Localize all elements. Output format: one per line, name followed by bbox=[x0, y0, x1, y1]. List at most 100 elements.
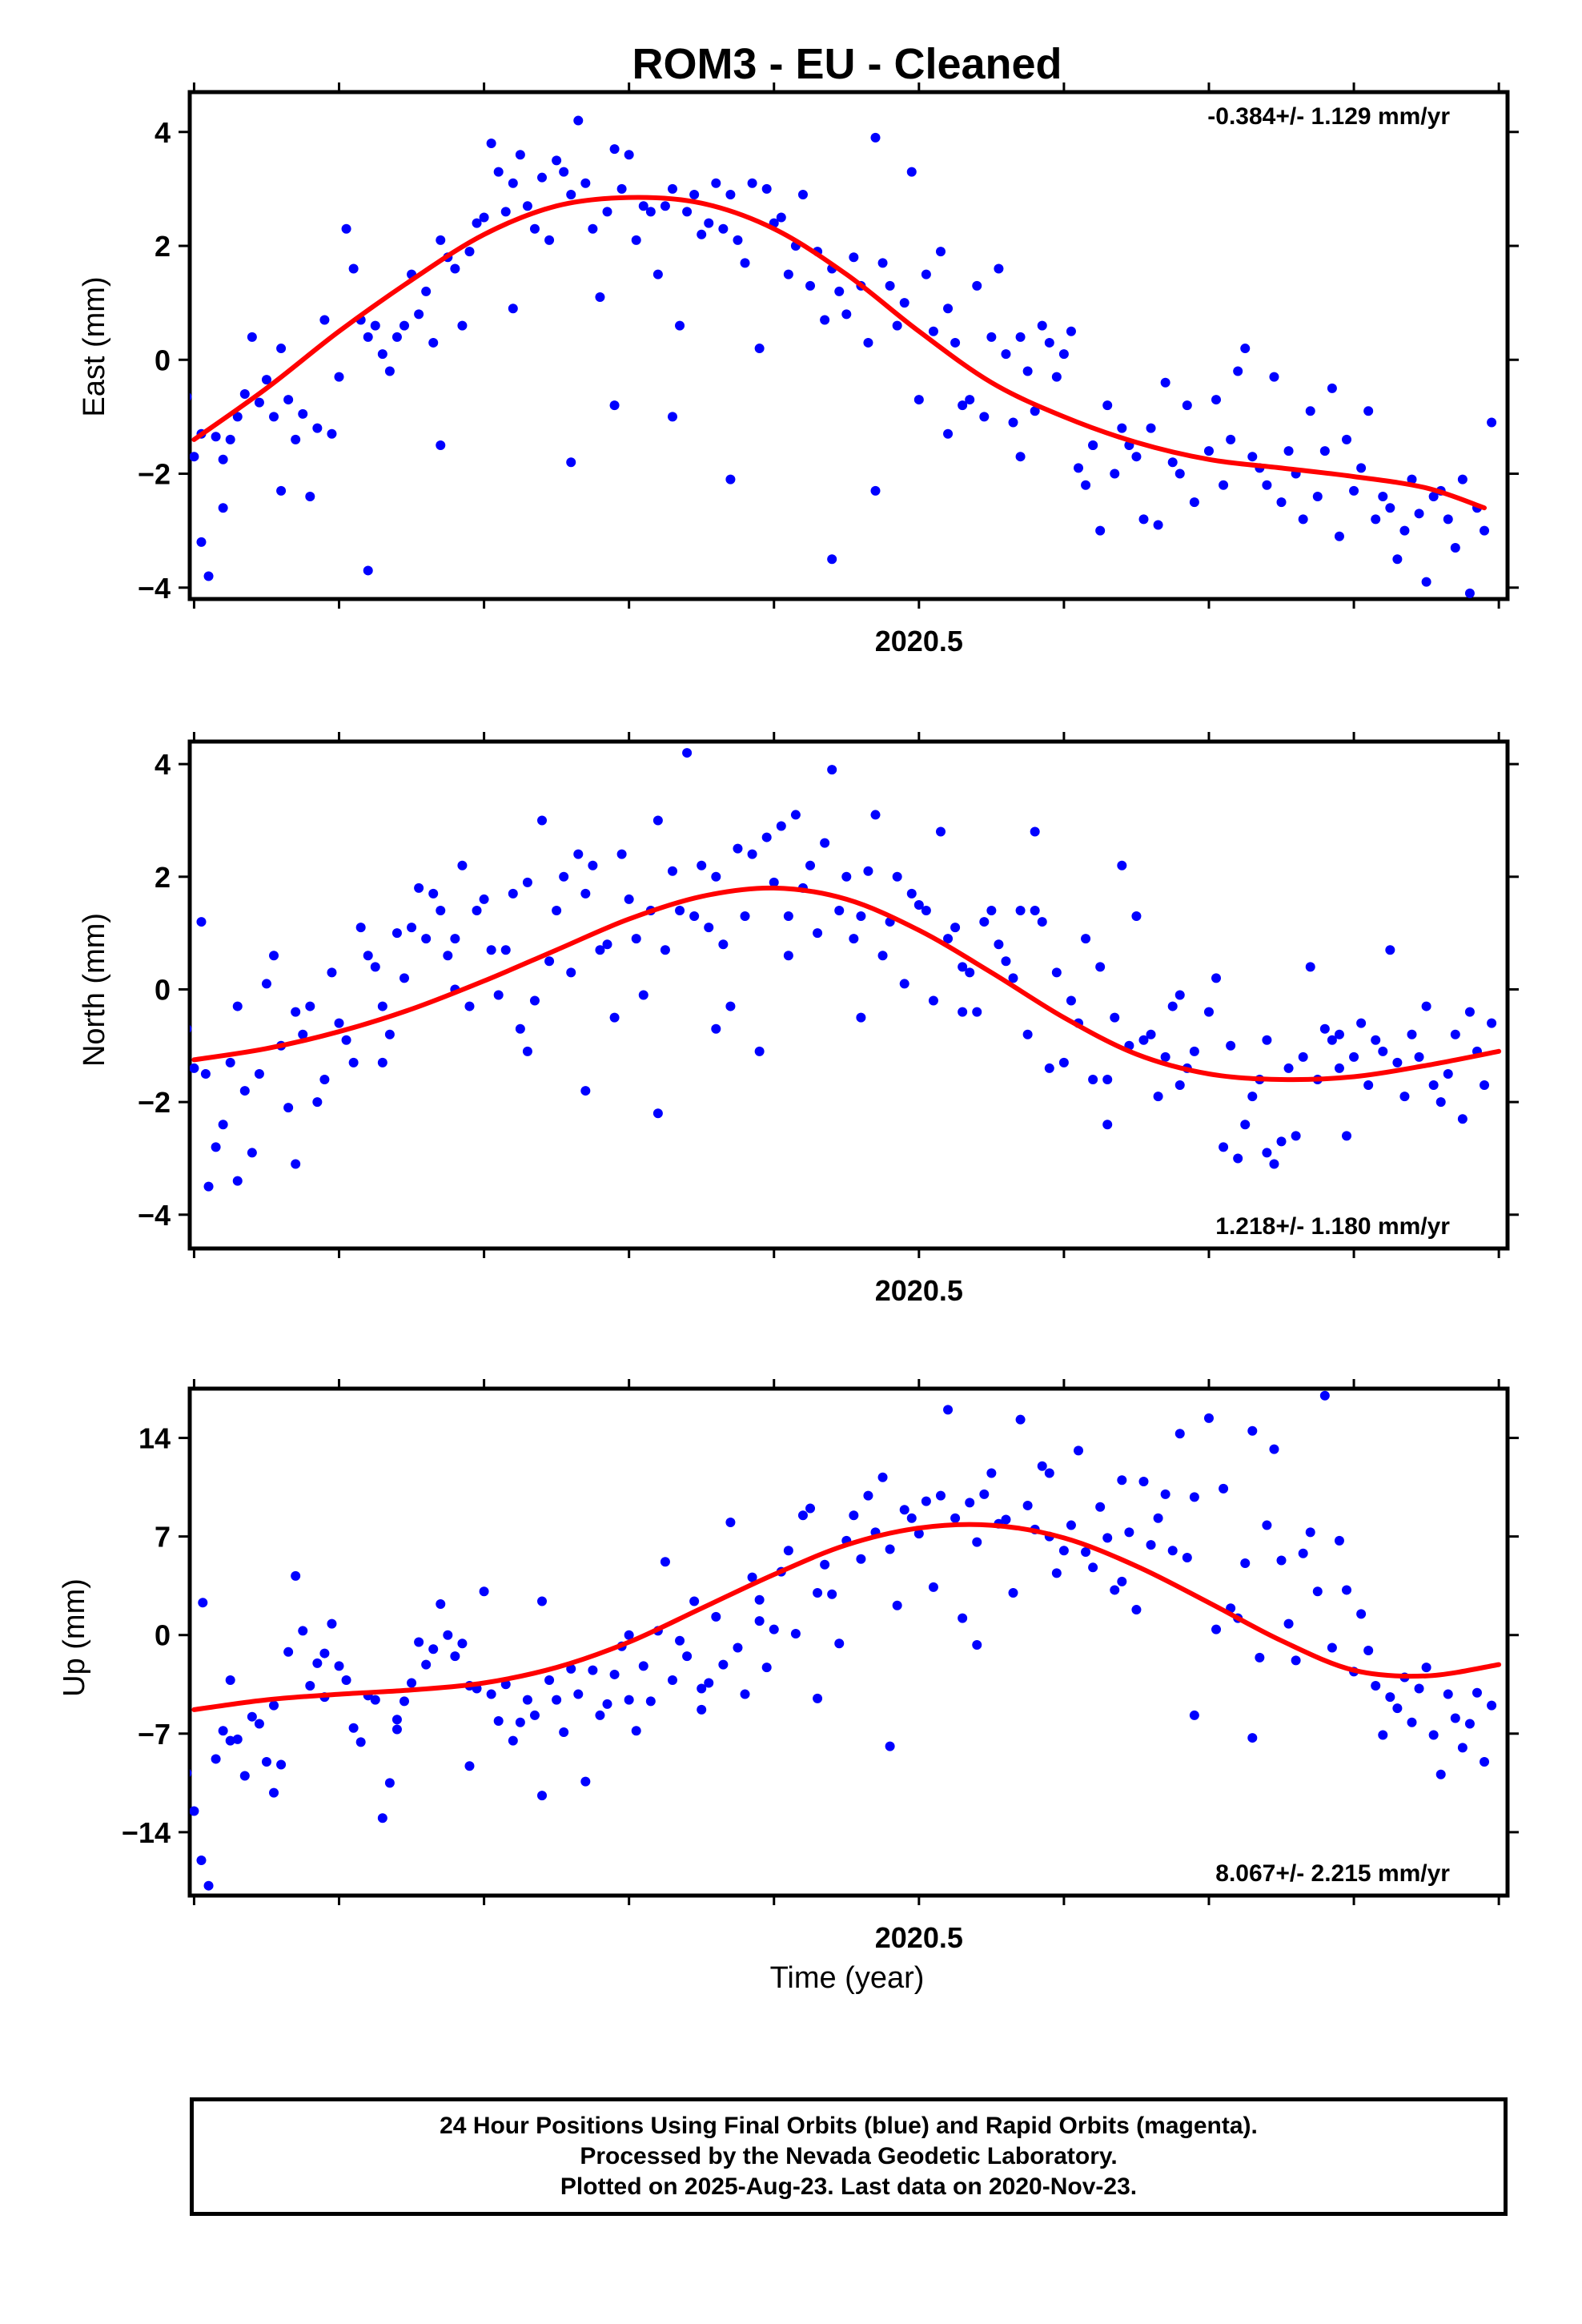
up-data-point bbox=[667, 1675, 677, 1685]
up-data-point bbox=[175, 1653, 184, 1663]
up-data-point bbox=[1058, 1546, 1069, 1556]
up-data-point bbox=[559, 1727, 569, 1738]
east-data-point bbox=[1356, 463, 1367, 473]
east-data-point bbox=[1319, 446, 1330, 456]
north-data-point bbox=[958, 962, 968, 972]
east-data-point bbox=[994, 263, 1004, 274]
north-data-point bbox=[283, 1103, 294, 1113]
up-data-point bbox=[391, 1715, 402, 1725]
up-data-point bbox=[1153, 1513, 1163, 1523]
up-data-point bbox=[1022, 1500, 1033, 1510]
east-y-tick-label: 2 bbox=[155, 230, 171, 263]
up-data-point bbox=[943, 1405, 954, 1415]
north-data-point bbox=[247, 1148, 257, 1158]
north-data-point bbox=[319, 1075, 330, 1084]
north-points bbox=[190, 748, 1497, 1192]
east-data-point bbox=[1385, 503, 1395, 513]
up-y-tick-label: 0 bbox=[155, 1619, 171, 1652]
up-data-point bbox=[979, 1489, 990, 1499]
north-data-point bbox=[1334, 1063, 1344, 1073]
north-data-point bbox=[421, 934, 432, 944]
east-data-point bbox=[1349, 485, 1359, 496]
up-data-point bbox=[1371, 1681, 1381, 1691]
north-data-point bbox=[218, 1120, 228, 1130]
east-data-point bbox=[892, 320, 902, 331]
north-data-point bbox=[355, 923, 366, 933]
east-data-point bbox=[319, 315, 330, 325]
up-data-point bbox=[1262, 1520, 1272, 1530]
north-data-point bbox=[1487, 1018, 1497, 1028]
north-data-point bbox=[1095, 962, 1106, 972]
east-data-point bbox=[348, 263, 359, 274]
east-data-point bbox=[239, 388, 250, 399]
east-data-point bbox=[928, 326, 938, 336]
east-data-point bbox=[935, 247, 946, 257]
north-data-point bbox=[1385, 945, 1395, 955]
east-data-point bbox=[1269, 372, 1279, 382]
north-data-point bbox=[1146, 1029, 1156, 1039]
east-data-point bbox=[1247, 452, 1258, 462]
east-data-point bbox=[725, 474, 736, 485]
east-data-point bbox=[1160, 377, 1170, 388]
up-data-point bbox=[761, 1663, 772, 1673]
north-data-point bbox=[711, 1023, 721, 1034]
east-data-point bbox=[979, 412, 990, 422]
north-data-point bbox=[1167, 1001, 1178, 1011]
north-data-point bbox=[515, 1023, 525, 1034]
up-data-point bbox=[849, 1510, 859, 1521]
up-data-point bbox=[704, 1678, 714, 1688]
east-data-point bbox=[602, 207, 612, 217]
up-data-point bbox=[797, 1510, 808, 1521]
up-data-point bbox=[479, 1586, 489, 1597]
east-data-point bbox=[479, 212, 489, 223]
up-data-point bbox=[211, 1754, 221, 1764]
east-data-point bbox=[1233, 366, 1243, 376]
east-data-point bbox=[500, 207, 511, 217]
east-data-point bbox=[870, 485, 881, 496]
up-data-point bbox=[1001, 1514, 1011, 1525]
east-data-point bbox=[363, 332, 373, 342]
east-data-point bbox=[761, 183, 772, 194]
east-data-point bbox=[196, 537, 207, 547]
north-data-point bbox=[783, 951, 793, 961]
north-data-point bbox=[190, 1024, 192, 1033]
east-data-point bbox=[697, 229, 707, 239]
north-data-point bbox=[892, 871, 902, 882]
north-data-point bbox=[377, 1001, 387, 1011]
east-data-point bbox=[544, 235, 555, 245]
up-data-point bbox=[950, 1513, 961, 1523]
east-data-point bbox=[958, 400, 968, 411]
east-data-point bbox=[776, 212, 786, 223]
up-data-point bbox=[1160, 1489, 1170, 1499]
up-rate-label: 8.067+/- 2.215 mm/yr bbox=[1215, 1860, 1450, 1887]
east-data-point bbox=[1008, 417, 1018, 428]
north-data-point bbox=[544, 956, 555, 967]
east-data-point bbox=[254, 397, 264, 408]
up-data-point bbox=[972, 1640, 982, 1651]
north-data-point bbox=[631, 934, 641, 944]
east-data-point bbox=[645, 207, 656, 217]
north-data-point bbox=[616, 849, 627, 859]
up-data-point bbox=[935, 1490, 946, 1501]
up-data-point bbox=[283, 1647, 294, 1657]
up-data-point bbox=[1407, 0, 1416, 5]
east-data-point bbox=[573, 115, 584, 126]
up-data-point bbox=[1074, 1445, 1084, 1456]
north-data-point bbox=[1392, 1057, 1403, 1068]
north-data-point bbox=[704, 923, 714, 933]
east-data-point bbox=[1305, 406, 1315, 416]
up-data-point bbox=[1414, 1683, 1424, 1694]
up-data-point bbox=[239, 1771, 250, 1781]
up-data-point bbox=[319, 1648, 330, 1659]
up-data-point bbox=[1182, 1553, 1192, 1562]
north-data-point bbox=[529, 995, 540, 1006]
up-data-point bbox=[660, 1557, 670, 1567]
up-data-point bbox=[196, 1856, 207, 1866]
up-data-point bbox=[370, 1695, 380, 1705]
up-data-point bbox=[254, 1719, 264, 1729]
up-data-point bbox=[986, 1468, 997, 1478]
up-data-point bbox=[225, 1675, 235, 1685]
up-data-point bbox=[1240, 1558, 1251, 1569]
north-fit-curve bbox=[191, 885, 1502, 1083]
up-data-point bbox=[697, 1704, 707, 1715]
